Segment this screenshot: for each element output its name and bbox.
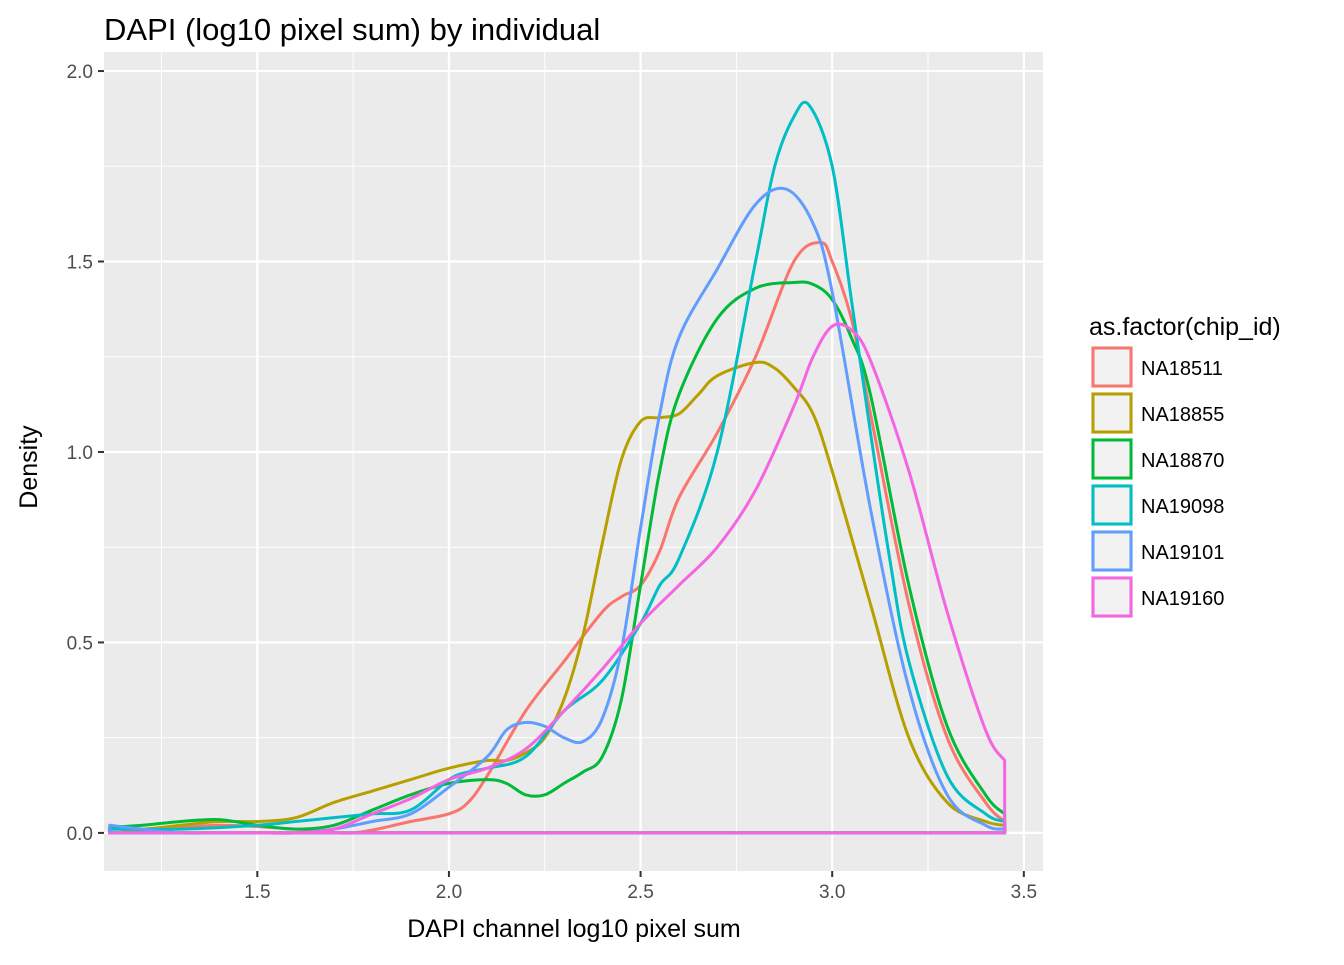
legend-swatch-na18511	[1091, 346, 1133, 388]
density-curve-na19160	[108, 322, 1007, 835]
legend-label-na19160: NA19160	[1141, 588, 1224, 610]
density-curves	[108, 100, 1007, 835]
x-tick-label: 3.5	[1011, 882, 1037, 903]
y-tick-label: 1.5	[67, 253, 93, 274]
legend-label-na18511: NA18511	[1141, 358, 1223, 380]
density-curve-na18511	[108, 240, 1007, 835]
y-tick-label: 0.5	[67, 633, 93, 654]
x-tick-label: 1.5	[244, 882, 270, 903]
y-tick-label: 0.0	[67, 824, 93, 845]
grid	[104, 52, 1043, 871]
legend-title: as.factor(chip_id)	[1089, 313, 1281, 341]
x-tick-label: 2.5	[627, 882, 653, 903]
x-tick-label: 3.0	[819, 882, 845, 903]
x-axis-title: DAPI channel log10 pixel sum	[407, 915, 741, 943]
legend-swatch-na18870	[1091, 438, 1133, 480]
legend-label-na18870: NA18870	[1141, 450, 1224, 472]
axes: 1.5 2.0 2.5 3.0 3.5 0.0 0.5 1.0 1.5 2.0	[67, 62, 1037, 903]
chart-title: DAPI (log10 pixel sum) by individual	[104, 12, 600, 47]
density-curve-na18855	[108, 360, 1007, 835]
legend: as.factor(chip_id) NA18511 NA18855 NA18870…	[1089, 313, 1281, 618]
legend-swatch-na19160	[1091, 576, 1133, 618]
y-tick-label: 1.0	[67, 443, 93, 464]
y-tick-label: 2.0	[67, 62, 93, 83]
legend-swatch-na19098	[1091, 484, 1133, 526]
x-tick-label: 2.0	[436, 882, 462, 903]
y-axis-title: Density	[15, 425, 43, 509]
legend-label-na19098: NA19098	[1141, 496, 1224, 518]
legend-label-na18855: NA18855	[1141, 404, 1224, 426]
legend-swatch-na19101	[1091, 530, 1133, 572]
panel-background	[104, 52, 1043, 871]
legend-label-na19101: NA19101	[1141, 542, 1224, 564]
density-curve-na18870	[108, 280, 1007, 835]
plot-panel	[104, 52, 1043, 871]
legend-swatch-na18855	[1091, 392, 1133, 434]
